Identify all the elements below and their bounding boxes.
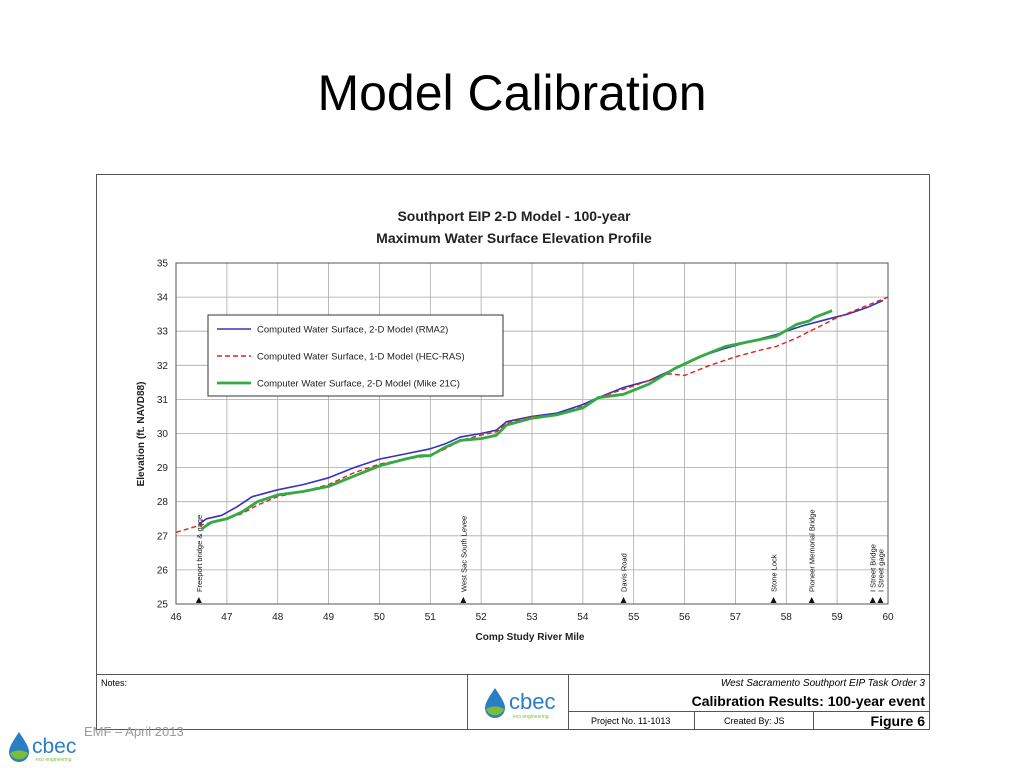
y-tick-label: 34 [157, 293, 169, 304]
location-annotation: Stone Lock [770, 554, 779, 592]
location-marker-icon [620, 597, 627, 603]
x-tick-label: 54 [577, 612, 589, 623]
y-tick-label: 35 [157, 259, 169, 270]
x-tick-label: 52 [476, 612, 488, 623]
legend-box [207, 314, 504, 397]
notes-label: Notes: [101, 678, 128, 688]
title-block: Notes: cbec eco engineering West Sacrame… [96, 674, 930, 730]
divider [467, 675, 468, 729]
chart-title: Southport EIP 2-D Model - 100-year [397, 208, 631, 224]
y-tick-label: 27 [157, 531, 169, 542]
y-tick-label: 31 [157, 395, 169, 406]
series-line [175, 296, 889, 534]
location-marker-icon [808, 597, 815, 603]
cbec-logo: cbec eco engineering [485, 688, 555, 720]
location-marker-icon [770, 597, 777, 603]
slide-title: Model Calibration [317, 65, 707, 121]
profile-chart: Southport EIP 2-D Model - 100-year Maxim… [136, 208, 894, 643]
y-tick-label: 28 [157, 497, 169, 508]
location-annotation: Pioneer Memorial Bridge [808, 509, 817, 592]
footer-logo-text: cbec [32, 735, 76, 758]
x-tick-label: 55 [628, 612, 640, 623]
figure-frame: Southport EIP 2-D Model - 100-year Maxim… [96, 174, 930, 730]
location-marker-icon [195, 597, 202, 603]
slide-footer-text: EMF – April 2013 [84, 724, 184, 739]
x-tick-label: 53 [526, 612, 538, 623]
x-tick-label: 49 [323, 612, 335, 623]
y-tick-label: 33 [157, 327, 169, 338]
legend-label: Computed Water Surface, 2-D Model (RMA2) [257, 325, 448, 336]
x-tick-label: 56 [679, 612, 691, 623]
y-tick-label: 29 [157, 463, 169, 474]
divider [813, 711, 814, 729]
calibration-title: Calibration Results: 100-year event [691, 693, 925, 709]
x-tick-label: 57 [730, 612, 742, 623]
series-line [200, 309, 833, 531]
logo-text: cbec [509, 689, 555, 714]
chart-subtitle: Maximum Water Surface Elevation Profile [376, 230, 652, 246]
legend-label: Computed Water Surface, 1-D Model (HEC-R… [257, 352, 465, 363]
x-tick-label: 50 [374, 612, 386, 623]
location-annotation: Freeport bridge & gage [195, 515, 204, 592]
y-axis-label: Elevation (ft. NAVD88) [136, 382, 147, 487]
x-tick-label: 60 [882, 612, 894, 623]
logo-subtext: eco engineering [513, 714, 549, 720]
y-tick-label: 25 [157, 600, 169, 611]
location-annotation: West Sac South Levee [459, 516, 468, 592]
x-tick-label: 48 [272, 612, 284, 623]
x-tick-label: 51 [425, 612, 437, 623]
location-annotation: I Street Bridge [869, 544, 878, 592]
x-tick-label: 47 [221, 612, 233, 623]
created-by: Created By: JS [724, 716, 785, 726]
location-annotation: Davis Road [620, 553, 629, 592]
location-marker-icon [460, 597, 467, 603]
project-number: Project No. 11-1013 [591, 716, 671, 726]
x-axis-label: Comp Study River Mile [476, 632, 585, 643]
location-annotation: I Street gage [876, 549, 885, 592]
y-tick-label: 30 [157, 429, 169, 440]
plot-area-border [175, 262, 889, 605]
cbec-footer-logo: cbec eco engineering [9, 732, 76, 763]
x-tick-label: 46 [170, 612, 182, 623]
y-tick-label: 32 [157, 361, 169, 372]
x-tick-label: 59 [832, 612, 844, 623]
location-marker-icon [869, 597, 876, 603]
y-tick-label: 26 [157, 565, 169, 576]
divider [568, 675, 569, 729]
divider [694, 711, 695, 729]
x-tick-label: 58 [781, 612, 793, 623]
legend-label: Computer Water Surface, 2-D Model (Mike … [257, 379, 460, 390]
divider [568, 711, 930, 712]
project-line: West Sacramento Southport EIP Task Order… [720, 678, 925, 689]
figure-number: Figure 6 [870, 713, 925, 729]
footer-logo-subtext: eco engineering [36, 757, 72, 763]
location-marker-icon [877, 597, 884, 603]
